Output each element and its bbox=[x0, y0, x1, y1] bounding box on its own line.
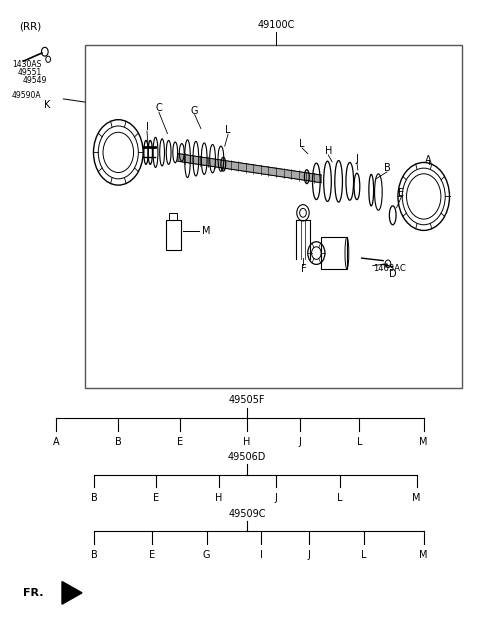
Text: A: A bbox=[53, 437, 60, 447]
Text: G: G bbox=[191, 106, 198, 116]
Text: E: E bbox=[149, 550, 155, 560]
Text: E: E bbox=[398, 188, 404, 198]
Text: A: A bbox=[425, 155, 432, 165]
Text: (RR): (RR) bbox=[20, 21, 42, 32]
Bar bbox=[85, 46, 462, 388]
Text: M: M bbox=[420, 437, 428, 447]
Text: H: H bbox=[243, 437, 251, 447]
Text: D: D bbox=[389, 269, 396, 279]
Text: F: F bbox=[300, 264, 306, 274]
Text: G: G bbox=[203, 550, 210, 560]
Text: M: M bbox=[202, 226, 210, 236]
Text: K: K bbox=[44, 100, 50, 110]
Text: B: B bbox=[384, 163, 390, 173]
Text: L: L bbox=[337, 494, 343, 504]
Text: 49551: 49551 bbox=[17, 68, 41, 77]
Text: C: C bbox=[156, 104, 162, 113]
Bar bbox=[166, 220, 181, 250]
Text: L: L bbox=[300, 139, 305, 149]
Text: E: E bbox=[154, 494, 159, 504]
Text: J: J bbox=[275, 494, 277, 504]
Text: M: M bbox=[412, 494, 421, 504]
Text: 49590A: 49590A bbox=[12, 90, 41, 100]
Bar bbox=[321, 238, 348, 269]
Text: I: I bbox=[260, 550, 263, 560]
Text: B: B bbox=[91, 494, 98, 504]
Text: J: J bbox=[356, 154, 359, 164]
Text: L: L bbox=[225, 125, 231, 135]
Text: 49505F: 49505F bbox=[229, 396, 265, 405]
Text: H: H bbox=[215, 494, 222, 504]
Text: E: E bbox=[177, 437, 183, 447]
Text: H: H bbox=[324, 146, 332, 156]
Bar bbox=[169, 214, 177, 220]
Text: L: L bbox=[361, 550, 367, 560]
Text: J: J bbox=[308, 550, 311, 560]
Text: M: M bbox=[420, 550, 428, 560]
Text: 49549: 49549 bbox=[23, 76, 47, 85]
Text: 1430AS: 1430AS bbox=[12, 60, 41, 69]
Text: 1463AC: 1463AC bbox=[372, 264, 406, 272]
Text: L: L bbox=[357, 437, 362, 447]
Polygon shape bbox=[62, 581, 82, 604]
Text: I: I bbox=[145, 122, 148, 132]
Text: J: J bbox=[298, 437, 301, 447]
Text: 49506D: 49506D bbox=[228, 452, 266, 462]
Text: FR.: FR. bbox=[23, 588, 43, 598]
Text: B: B bbox=[91, 550, 98, 560]
Text: 49509C: 49509C bbox=[228, 509, 266, 519]
Polygon shape bbox=[178, 154, 321, 183]
Text: B: B bbox=[115, 437, 122, 447]
Text: 49100C: 49100C bbox=[257, 20, 294, 30]
